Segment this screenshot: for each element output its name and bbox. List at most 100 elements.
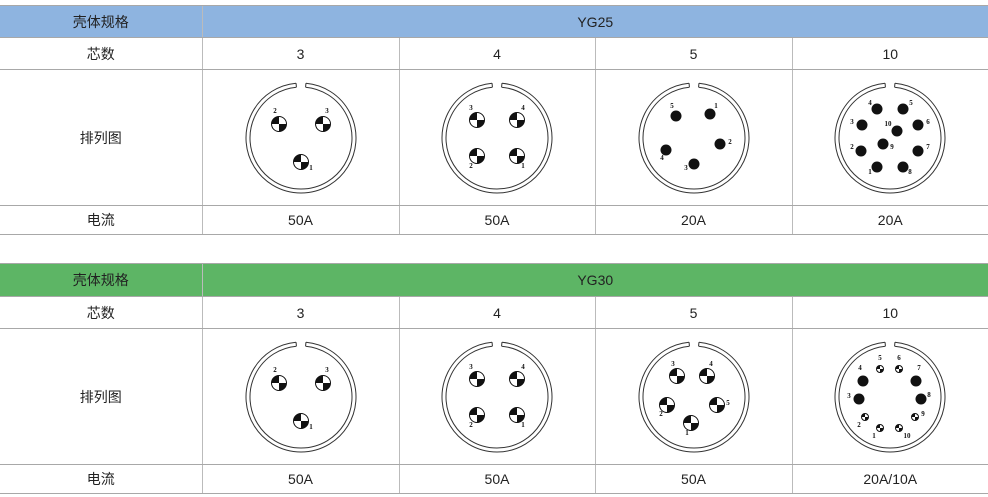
pin-2: 2 xyxy=(469,406,485,429)
layout-cell: 1 2 3 4 xyxy=(398,328,595,465)
pin-6: 6 xyxy=(912,118,931,130)
current-cell: 20A/10A xyxy=(791,464,988,494)
pin-count-cell: 10 xyxy=(791,296,988,329)
pin-4: 4 xyxy=(869,99,883,114)
pin-layout-diagram: 1 2 3 xyxy=(245,82,356,193)
pin-count-cell: 5 xyxy=(594,37,792,70)
pin-label: 9 xyxy=(922,410,926,418)
pin-label: 3 xyxy=(848,392,852,400)
pin-layout-diagram: 1 2 3 4 xyxy=(441,82,553,193)
pin-count-row: 芯数 3 4 5 10 xyxy=(0,37,988,70)
pin-label: 4 xyxy=(521,104,525,112)
pin-layout-diagram: 1 2 3 4 xyxy=(441,341,553,452)
pin-count-label: 芯数 xyxy=(0,37,202,70)
pin-8: 8 xyxy=(915,391,932,404)
pin-count-cell: 4 xyxy=(398,37,595,70)
pin-5: 5 xyxy=(876,354,885,373)
current-cell: 20A xyxy=(791,205,988,235)
layout-cell: 1 2 3 4 5 xyxy=(594,328,792,465)
pin-4: 4 xyxy=(857,364,869,386)
pin-label: 8 xyxy=(928,391,932,399)
layout-label: 排列图 xyxy=(0,69,202,206)
pin-label: 2 xyxy=(659,410,663,418)
pin-count-row: 芯数 3 4 5 10 xyxy=(0,296,988,329)
pin-3: 3 xyxy=(684,158,699,172)
header-row: 壳体规格 YG25 xyxy=(0,5,988,38)
pin-4: 4 xyxy=(509,363,525,387)
pin-count-cell: 3 xyxy=(201,37,399,70)
pin-2: 2 xyxy=(270,366,287,391)
connector-shell xyxy=(834,341,946,452)
pin-6: 6 xyxy=(895,354,904,373)
current-cell: 20A xyxy=(594,205,792,235)
pin-layout-diagram: 1 2 3 4 5 6 7 8 9 10 xyxy=(834,341,946,452)
pin-label: 2 xyxy=(851,143,855,151)
pin-count-cell: 10 xyxy=(791,37,988,70)
pin-3: 3 xyxy=(469,104,485,128)
pin-label: 4 xyxy=(521,363,525,371)
pin-label: 8 xyxy=(909,168,913,176)
layout-cell: 1 2 3 4 5 xyxy=(594,69,792,206)
pin-1: 1 xyxy=(682,414,699,437)
connector-shell xyxy=(834,82,946,193)
pin-label: 3 xyxy=(325,107,329,115)
pin-label: 1 xyxy=(521,421,525,429)
pin-1: 1 xyxy=(292,412,313,431)
pin-label: 4 xyxy=(859,364,863,372)
pin-count-label: 芯数 xyxy=(0,296,202,329)
connector-shell xyxy=(245,341,356,452)
pin-label: 4 xyxy=(869,99,873,107)
current-label: 电流 xyxy=(0,464,202,494)
layout-row: 排列图 1 2 3 1 2 3 4 1 2 3 4 5 1 2 3 4 5 6 7 8 9 10 xyxy=(0,69,988,206)
pin-count-cell: 5 xyxy=(594,296,792,329)
current-cell: 50A xyxy=(398,205,595,235)
pin-label: 9 xyxy=(891,143,895,151)
current-row: 电流 50A 50A 50A 20A/10A xyxy=(0,464,988,494)
pin-9: 9 xyxy=(877,138,895,151)
pin-label: 10 xyxy=(904,432,912,440)
current-cell: 50A xyxy=(201,464,399,494)
pin-count-cell: 4 xyxy=(398,296,595,329)
pin-2: 2 xyxy=(858,412,870,429)
pin-1: 1 xyxy=(704,102,718,119)
connector-shell xyxy=(441,341,553,452)
pin-label: 5 xyxy=(670,102,674,110)
pin-3: 3 xyxy=(668,360,685,384)
pin-10: 10 xyxy=(885,120,903,136)
current-cell: 50A xyxy=(201,205,399,235)
pin-label: 3 xyxy=(851,118,855,126)
connector-shell xyxy=(638,82,749,193)
pin-label: 1 xyxy=(869,168,873,176)
pin-4: 4 xyxy=(660,144,671,162)
pin-label: 3 xyxy=(325,366,329,374)
pin-3: 3 xyxy=(314,366,331,391)
current-label: 电流 xyxy=(0,205,202,235)
pin-label: 6 xyxy=(898,354,902,362)
connector-shell xyxy=(638,341,749,452)
pin-3: 3 xyxy=(314,107,331,132)
layout-cell: 1 2 3 xyxy=(201,328,399,465)
layout-row: 排列图 1 2 3 1 2 3 4 1 2 3 4 5 1 2 3 4 5 6 7 8 9 10 xyxy=(0,328,988,465)
pin-2: 2 xyxy=(469,147,485,170)
pin-label: 5 xyxy=(879,354,883,362)
pin-3: 3 xyxy=(848,392,865,404)
header-row: 壳体规格 YG30 xyxy=(0,263,988,297)
pin-3: 3 xyxy=(469,363,485,387)
pin-1: 1 xyxy=(509,406,525,429)
pin-label: 4 xyxy=(660,154,664,162)
current-row: 电流 50A 50A 20A 20A xyxy=(0,205,988,235)
shell-label: 壳体规格 xyxy=(0,5,202,38)
pin-label: 1 xyxy=(685,429,689,437)
shell-model: YG30 xyxy=(201,263,988,297)
pin-2: 2 xyxy=(851,143,867,156)
pin-3: 3 xyxy=(851,118,868,130)
pin-7: 7 xyxy=(910,364,922,386)
pin-1: 1 xyxy=(869,161,883,176)
pin-label: 3 xyxy=(469,363,473,371)
pin-10: 10 xyxy=(895,423,912,440)
pin-1: 1 xyxy=(509,147,525,170)
pin-layout-diagram: 1 2 3 4 5 xyxy=(638,341,749,452)
pin-2: 2 xyxy=(658,396,675,418)
pin-label: 1 xyxy=(714,102,718,110)
pin-label: 1 xyxy=(873,432,877,440)
